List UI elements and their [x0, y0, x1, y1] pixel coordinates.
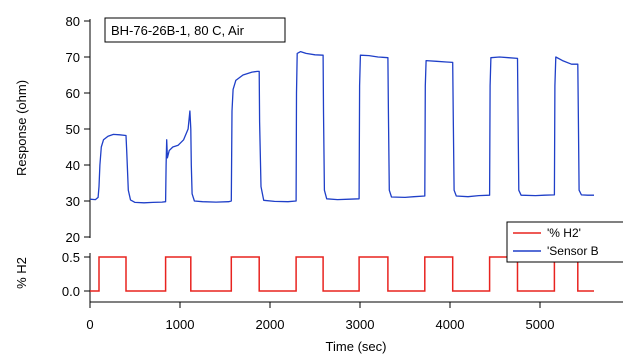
bottom-y-axis-title: % H2 — [14, 257, 29, 289]
x-tick-label-3000: 3000 — [346, 317, 375, 332]
bottom-series-group — [90, 256, 594, 292]
top-y-tick-label-70: 70 — [66, 50, 80, 65]
bottom-y-tick-label-1: 0.5 — [62, 250, 80, 265]
x-ticks: 0 1000 2000 3000 4000 5000 — [86, 302, 554, 332]
top-y-tick-label-50: 50 — [66, 122, 80, 137]
x-tick-label-5000: 5000 — [526, 317, 555, 332]
top-y-tick-label-30: 30 — [66, 194, 80, 209]
top-series-group — [89, 50, 594, 204]
series-line-h2 — [90, 256, 594, 292]
top-y-axis-title: Response (ohm) — [14, 80, 29, 176]
legend-label-sensor: 'Sensor B — [547, 244, 599, 258]
x-tick-label-4000: 4000 — [436, 317, 465, 332]
x-tick-label-1000: 1000 — [166, 317, 195, 332]
annotation-box: BH-76-26B-1, 80 C, Air — [104, 17, 286, 43]
series-line-sensor-b — [89, 50, 594, 204]
top-panel: 20 30 40 50 60 70 80 BH-76-26B-1, 80 C, Air Re… — [14, 14, 594, 245]
legend-frame — [506, 221, 623, 263]
x-tick-label-2000: 2000 — [256, 317, 285, 332]
top-y-tick-label-40: 40 — [66, 158, 80, 173]
bottom-y-ticks: 0.0 0.5 — [62, 250, 90, 299]
bottom-panel: 0.0 0.5 0 1000 2000 3000 4000 5000 % H2 Time (… — [14, 250, 623, 354]
top-y-tick-label-20: 20 — [66, 230, 80, 245]
legend: '% H2' 'Sensor B — [506, 221, 623, 263]
top-y-tick-label-60: 60 — [66, 86, 80, 101]
x-axis-title: Time (sec) — [326, 339, 387, 354]
top-y-ticks: 20 30 40 50 60 70 80 — [66, 14, 90, 245]
top-y-tick-label-80: 80 — [66, 14, 80, 29]
x-tick-label-0: 0 — [86, 317, 93, 332]
bottom-y-tick-label-0: 0.0 — [62, 284, 80, 299]
legend-label-h2: '% H2' — [547, 226, 581, 240]
annotation-frame — [104, 17, 286, 43]
annotation-text: BH-76-26B-1, 80 C, Air — [111, 23, 245, 38]
